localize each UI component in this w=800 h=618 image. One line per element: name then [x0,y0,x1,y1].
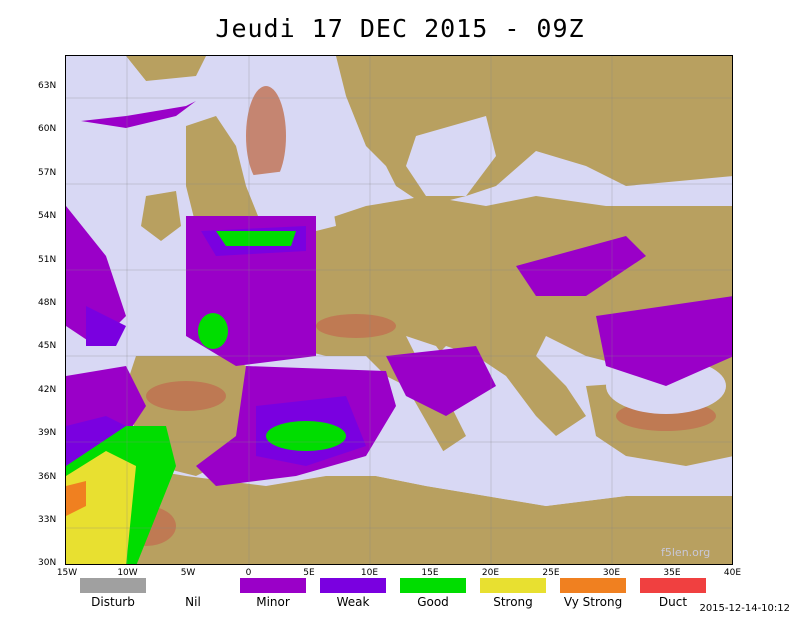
legend-swatch [640,578,706,593]
longitude-label: 40E [723,568,742,578]
legend-swatch [320,578,386,593]
longitude-label: 30E [602,568,621,578]
watermark: f5len.org [661,546,711,559]
latitude-label: 51N [38,254,57,265]
longitude-label: 5E [303,568,315,578]
legend-swatch [560,578,626,593]
latitude-label: 48N [38,298,57,308]
map-title: Jeudi 17 DEC 2015 - 09Z [215,14,585,43]
longitude-label: 0 [245,568,252,578]
latitude-label: 45N [38,341,57,352]
longitude-label: 35E [663,568,681,578]
longitude-label: 15E [421,568,439,578]
latitude-label: 54N [38,211,57,222]
map-graticule [66,56,732,564]
legend-label: Nil [185,595,201,609]
legend-swatch [400,578,466,593]
legend-swatch [480,578,546,593]
legend-swatch [80,578,146,593]
timestamp: 2015-12-14-10:12 [699,603,790,614]
legend-label: Minor [256,595,290,609]
longitude-label: 5W [180,568,196,578]
latitude-label: 42N [38,384,57,395]
longitude-label: 10E [360,568,379,578]
latitude-label: 57N [38,167,57,178]
legend-swatch [240,578,306,593]
legend-label: Duct [658,595,688,609]
latitude-label: 39N [38,428,57,439]
propagation-map [65,55,733,565]
latitude-label: 63N [38,81,57,91]
legend-label: Strong [493,595,533,609]
longitude-label: 15W [56,568,78,578]
legend-label: Vy Strong [563,595,623,609]
longitude-label: 20E [481,568,500,578]
latitude-label: 33N [38,515,57,525]
legend-label: Disturb [91,595,135,609]
propagation-overlay [66,101,732,564]
latitude-label: 36N [38,471,57,482]
longitude-label: 25E [542,568,560,578]
latitude-label: 60N [38,124,57,135]
legend-label: Weak [336,595,370,609]
legend-label: Good [417,595,449,609]
map-canvas [66,56,732,564]
longitude-label: 10W [117,568,138,578]
latitude-label: 30N [38,558,57,569]
